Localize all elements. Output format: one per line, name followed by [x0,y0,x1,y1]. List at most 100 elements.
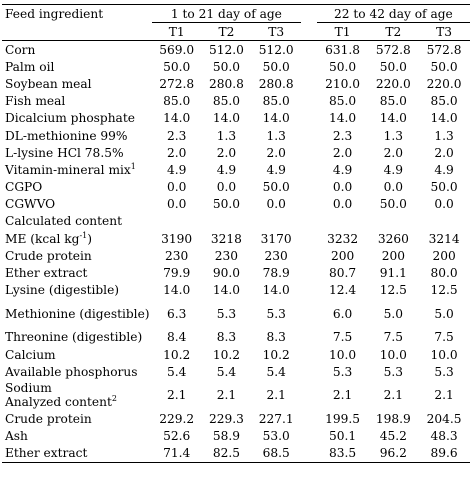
column-gap [301,93,317,110]
value-cell: 50.0 [430,180,458,195]
column-gap [301,161,317,178]
value-cell: 6.3 [166,306,187,321]
value-cell: 10.0 [379,347,407,362]
header-t2-b: T2 [368,22,419,41]
row-label-text: Lysine (digestible) [5,283,120,298]
value-cell: 14.0 [212,283,240,298]
value-cell: 4.9 [216,162,237,177]
row-label-text: L-lysine HCl 78.5% [5,145,124,160]
column-gap [301,41,317,59]
value-cell: 230 [264,248,288,263]
value-cell: 2.1 [332,388,353,403]
value-cell: 227.1 [258,411,294,426]
value-cell: 85.0 [379,94,407,109]
value-cell: 3170 [260,231,292,246]
value-cell: 2.0 [383,145,404,160]
header-t1-a: T1 [151,22,202,41]
value-cell: 14.0 [379,111,407,126]
row-label: Ether extract [2,444,152,463]
row-label-text: Calcium [5,347,56,362]
value-cell: 2.3 [166,128,187,143]
value-cell: 220.0 [375,76,411,91]
table-row: Calculated content [2,213,470,230]
table-row: Ash 52.6 58.9 53.0 50.1 45.2 48.3 [2,428,470,445]
value-cell: 89.6 [418,444,470,463]
value-cell: 272.8 [159,76,195,91]
value-cell: 91.1 [379,266,407,281]
value-cell: 3232 [327,231,359,246]
table-row: Lysine (digestible) 14.0 14.0 14.0 12.4 12.5 1… [2,282,470,299]
column-gap [301,329,317,346]
row-label: Vitamin-mineral mix1 [2,161,152,178]
value-cell: 2.0 [332,145,353,160]
table-row: Calcium 10.2 10.2 10.2 10.0 10.0 10.0 [2,346,470,363]
value-cell: 78.9 [262,266,290,281]
column-gap [301,110,317,127]
value-cell: 5.4 [266,364,286,379]
value-cell: 512.0 [208,42,244,57]
row-label-text: ME (kcal kg [5,231,80,246]
row-label-text: Vitamin-mineral mix [5,162,131,177]
row-label: CGWVO [2,196,152,213]
row-label: Methionine (digestible) [2,299,152,329]
value-cell: 1.3 [383,128,404,143]
value-cell: 14.0 [430,111,458,126]
table-body: Corn 569.0 512.0 512.0 631.8 572.8 572.8 Palm o… [2,41,470,463]
table-row: Dicalcium phosphate 14.0 14.0 14.0 14.0 14.0 1… [2,110,470,127]
value-cell: 85.0 [163,94,191,109]
table-row: Soybean meal 272.8 280.8 280.8 210.0 220.0 220… [2,75,470,92]
footnote-superscript: 2 [111,394,117,404]
value-cell: 229.2 [159,411,195,426]
row-label: Lysine (digestible) [2,282,152,299]
value-cell: 572.8 [375,42,411,57]
value-cell: 280.8 [258,76,294,91]
value-cell: 5.3 [383,364,404,379]
column-gap [301,179,317,196]
value-cell: 50.0 [212,59,240,74]
value-cell: 7.5 [383,330,404,345]
column-gap [301,75,317,92]
column-gap [301,282,317,299]
value-cell: 50.0 [430,59,458,74]
value-cell [152,213,202,230]
value-cell: 79.9 [163,266,191,281]
value-cell: 5.3 [332,364,353,379]
column-gap [301,213,317,230]
row-label: Ash [2,428,152,445]
value-cell: 85.0 [430,94,458,109]
value-cell: 82.5 [201,444,252,463]
value-cell: 3218 [210,231,242,246]
row-label-text: Available phosphorus [5,364,138,379]
row-label: Available phosphorus [2,363,152,380]
value-cell: 14.0 [262,283,290,298]
value-cell: 8.3 [216,330,237,345]
value-cell: 5.4 [166,364,187,379]
value-cell: 3190 [161,231,193,246]
table-row: CGWVO 0.0 50.0 0.0 0.0 50.0 0.0 [2,196,470,213]
value-cell: 230 [214,248,239,263]
value-cell: 12.5 [430,283,458,298]
column-gap [301,380,317,410]
column-gap [301,247,317,264]
table-row: DL-methionine 99% 2.3 1.3 1.3 2.3 1.3 1.3 [2,127,470,144]
row-label-suffix: ) [87,231,93,246]
value-cell: 2.1 [383,388,404,403]
value-cell [202,213,252,230]
value-cell: 50.0 [262,59,290,74]
section-label-analyzed-content: Analyzed content [5,395,112,410]
value-cell: 0.0 [266,197,286,212]
value-cell: 199.5 [325,411,361,426]
value-cell [418,213,470,230]
value-cell: 50.0 [212,197,240,212]
header-blank [2,22,152,41]
row-label: Palm oil [2,58,152,75]
value-cell: 5.3 [266,306,286,321]
header-t3-b: T3 [418,22,470,41]
value-cell: 10.2 [163,347,191,362]
value-cell: 14.0 [163,283,191,298]
value-cell: 8.4 [166,330,187,345]
value-cell: 10.2 [212,347,240,362]
table-row: Palm oil 50.0 50.0 50.0 50.0 50.0 50.0 [2,58,470,75]
value-cell: 280.8 [208,76,244,91]
row-label-text: Corn [5,42,36,57]
